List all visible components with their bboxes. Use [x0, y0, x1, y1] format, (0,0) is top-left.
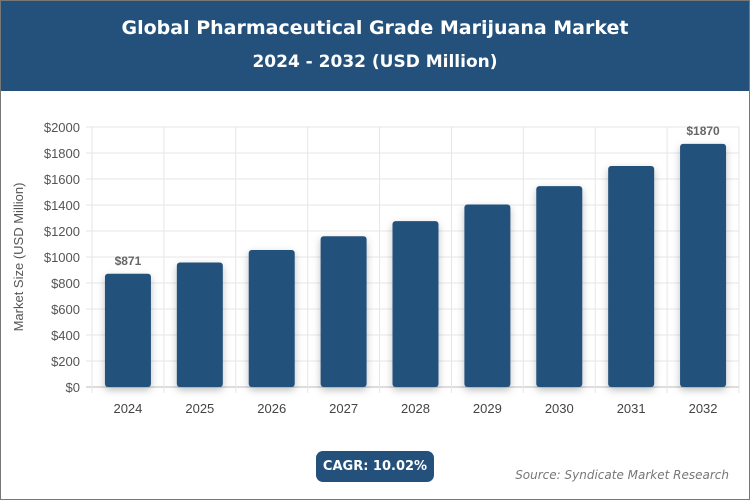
y-tick-label: $1400: [44, 198, 80, 213]
bar-2028: [392, 221, 439, 387]
y-tick-label: $600: [51, 302, 80, 317]
y-tick-label: $1000: [44, 250, 80, 265]
y-axis-title: Market Size (USD Million): [11, 183, 26, 332]
chart-subtitle: 2024 - 2032 (USD Million): [252, 52, 498, 72]
y-tick-label: $1600: [44, 172, 80, 187]
x-tick-label: 2029: [473, 401, 502, 416]
y-tick-label: $2000: [44, 120, 80, 135]
bar-2027: [320, 236, 367, 387]
y-tick-label: $400: [51, 328, 80, 343]
x-tick-label: 2030: [545, 401, 574, 416]
x-tick-label: 2024: [113, 401, 142, 416]
data-label: $871: [115, 254, 142, 268]
data-label: $1870: [686, 124, 720, 138]
bar-2025: [176, 262, 223, 387]
x-tick-label: 2026: [257, 401, 286, 416]
x-tick-label: 2025: [185, 401, 214, 416]
cagr-badge: CAGR: 10.02%: [316, 451, 434, 482]
y-tick-label: $800: [51, 276, 80, 291]
x-tick-label: 2031: [617, 401, 646, 416]
y-tick-label: $0: [66, 380, 80, 395]
bar-2029: [464, 204, 511, 387]
bar-2024: [104, 273, 151, 387]
bar-2026: [248, 249, 295, 387]
bar-2030: [536, 186, 583, 387]
x-tick-label: 2028: [401, 401, 430, 416]
bar-2032: [680, 143, 727, 387]
chart-title: Global Pharmaceutical Grade Marijuana Ma…: [121, 17, 629, 39]
source-note: Source: Syndicate Market Research: [515, 468, 729, 482]
bar-2031: [608, 166, 655, 387]
y-tick-label: $1200: [44, 224, 80, 239]
x-tick-label: 2032: [689, 401, 718, 416]
chart-header: Global Pharmaceutical Grade Marijuana Ma…: [1, 1, 749, 91]
y-tick-label: $1800: [44, 146, 80, 161]
y-tick-label: $200: [51, 354, 80, 369]
x-tick-label: 2027: [329, 401, 358, 416]
